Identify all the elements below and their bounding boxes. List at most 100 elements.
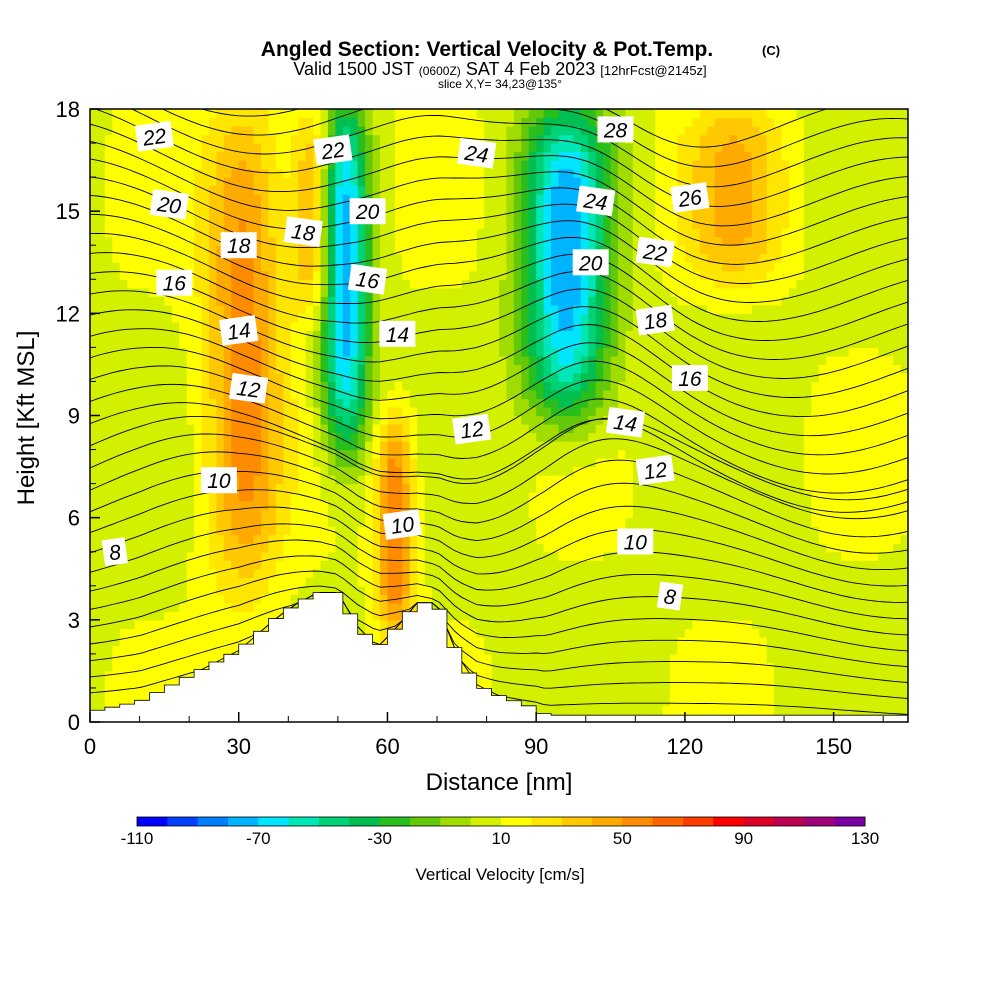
y-axis-label: Height [Kft MSL] [13, 331, 40, 506]
chart-subtitle: Valid 1500 JST (0600Z) SAT 4 Feb 2023 [1… [293, 59, 706, 79]
colorbar-swatch [228, 817, 259, 826]
potential-temperature-contours [90, 109, 908, 715]
colorbar-swatch [592, 817, 623, 826]
contour-label: 24 [576, 185, 616, 217]
colorbar-swatch [501, 817, 532, 826]
theta-contour-line [90, 402, 908, 513]
y-tick-label: 3 [68, 608, 80, 633]
theta-contour-line [90, 592, 908, 699]
contour-label: 24 [457, 137, 497, 169]
contour-label: 26 [670, 182, 710, 213]
colorbar-tick-label: -30 [367, 829, 392, 848]
colorbar-swatch [137, 817, 168, 826]
theta-contour-line [90, 140, 908, 246]
valid-date: SAT 4 Feb 2023 [466, 59, 595, 79]
theta-contour-line [90, 539, 908, 620]
theta-contour-line [90, 123, 908, 227]
theta-contour-line [90, 290, 908, 398]
theta-contour-line [161, 109, 908, 168]
colorbar-swatch [834, 817, 866, 826]
colorbar-swatch [379, 817, 411, 826]
colorbar-tick-label: 90 [734, 829, 753, 848]
contour-label: 10 [382, 509, 422, 540]
contour-label: 14 [379, 320, 416, 347]
contour-label: 22 [313, 134, 353, 166]
y-tick-label: 6 [68, 506, 80, 531]
colorbar-tick-label: 130 [851, 829, 879, 848]
colorbar-swatch [319, 817, 350, 826]
colorbar-swatch [652, 817, 684, 826]
y-tick-label: 9 [68, 404, 80, 429]
x-tick-label: 60 [375, 734, 399, 759]
theta-contour-line [90, 158, 908, 265]
colorbar-tick-label: -110 [121, 829, 154, 848]
theta-contour-line [90, 271, 908, 379]
colorbar-swatch [288, 817, 320, 826]
colorbar-swatch [774, 817, 805, 826]
theta-contour-line [90, 570, 908, 652]
contour-label: 16 [156, 269, 193, 296]
colorbar-swatch [804, 817, 836, 826]
contour-label: 8 [101, 537, 128, 567]
theta-contour-line [90, 346, 908, 456]
contour-label: 14 [605, 406, 646, 438]
theta-contour-line [90, 523, 908, 603]
y-tick-label: 18 [56, 97, 80, 122]
contour-label: 22 [635, 236, 675, 268]
theta-contour-line [90, 383, 908, 494]
colorbar-swatch [683, 817, 714, 826]
theta-contour-line [90, 213, 908, 322]
x-tick-label: 30 [226, 734, 250, 759]
contour-label: 20 [349, 198, 386, 225]
x-axis: 0 30 60 90 120 150 [84, 712, 884, 759]
y-tick-label: 15 [56, 199, 80, 224]
theta-contour-line [90, 592, 908, 683]
contour-label: 18 [220, 232, 257, 259]
contour-label: 10 [617, 528, 654, 555]
colorbar-swatch [410, 817, 441, 826]
colorbar-swatch [531, 817, 563, 826]
colorbar-swatch [440, 817, 472, 826]
theta-contour-line [90, 451, 908, 538]
colorbar-swatch [713, 817, 745, 826]
y-axis: 0 3 6 9 12 15 18 [56, 97, 100, 735]
theta-contour-line [90, 506, 908, 587]
colorbar: -110 -70 -30 10 50 90 130 [121, 816, 879, 848]
colorbar-tick-label: -70 [246, 829, 271, 848]
colorbar-tick-label: 50 [613, 829, 632, 848]
colorbar-swatch [349, 817, 381, 826]
colorbar-swatch [197, 817, 229, 826]
contour-label: 12 [228, 372, 269, 404]
copyright-mark: (C) [762, 43, 780, 58]
contour-label: 12 [452, 413, 492, 445]
x-axis-label: Distance [nm] [426, 769, 573, 796]
forecast-info: [12hrFcst@2145z] [600, 63, 706, 78]
contour-label: 12 [635, 454, 675, 486]
x-tick-label: 120 [667, 734, 704, 759]
theta-contour-line [90, 415, 908, 501]
colorbar-label: Vertical Velocity [cm/s] [415, 865, 584, 884]
contour-label: 20 [572, 249, 609, 276]
colorbar-swatch [622, 817, 654, 826]
colorbar-tick-label: 10 [492, 829, 511, 848]
x-tick-label: 0 [84, 734, 96, 759]
contour-label: 20 [149, 189, 189, 220]
contour-label: 10 [200, 467, 237, 494]
theta-contour-line [90, 233, 908, 341]
y-tick-label: 12 [56, 301, 80, 326]
theta-contour-line [90, 585, 908, 668]
theta-contour-line [200, 109, 828, 148]
x-tick-label: 90 [524, 734, 548, 759]
x-tick-label: 150 [815, 734, 852, 759]
contour-label: 16 [347, 263, 388, 295]
y-tick-label: 0 [68, 710, 80, 735]
theta-contour-line [90, 433, 908, 520]
contour-label: 18 [283, 216, 323, 247]
contour-label: 8 [656, 581, 684, 611]
theta-contour-line [90, 328, 908, 437]
theta-contour-line [90, 555, 908, 636]
utc-time: (0600Z) [419, 64, 461, 78]
